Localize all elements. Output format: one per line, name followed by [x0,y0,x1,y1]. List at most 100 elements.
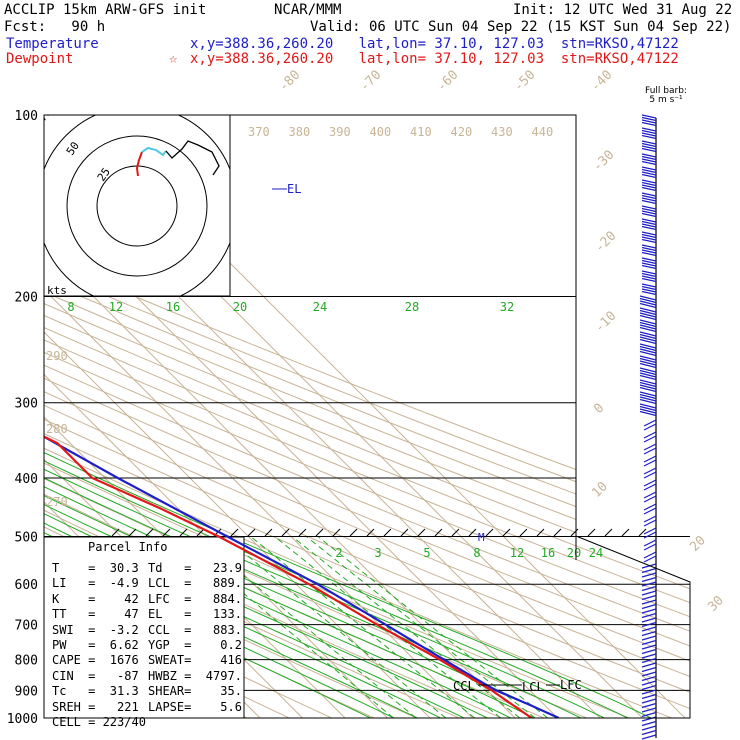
el-label: EL [287,182,301,196]
wind-barb [641,127,657,132]
parcel-info-row-right: YGP = 0.2 [148,638,242,652]
wind-barb [639,381,657,388]
hatch-mark [315,528,324,537]
mixing-ratio-label: 5 [423,546,430,560]
hatch-mark [128,528,137,537]
wind-barb [639,374,657,381]
wind-barb [641,142,657,148]
pressure-tick-label: 900 [15,684,38,699]
hatch-mark [332,528,341,537]
wind-barb [641,158,657,163]
isotherm-label: -80 [276,68,303,95]
wind-barb [641,236,657,241]
wind-barb [641,599,657,605]
parcel-info-row-right: SWEAT= 416 [148,653,242,668]
isotherm-label: 10 [589,479,611,501]
dry-adiabat [44,115,690,718]
wind-barb [641,720,657,727]
wind-barb [641,205,657,210]
wind-barb [641,272,657,278]
isotherm-label: -70 [357,68,384,95]
wind-barb [641,114,657,119]
wind-barb [641,608,657,614]
hatch-mark [196,528,205,537]
mixing-ratio-label: 12 [510,546,524,560]
dry-adiabat [44,115,690,718]
wind-barb [641,657,657,664]
wind-barb [641,231,657,236]
theta-e-label: 12 [109,300,123,314]
isotherm-line [44,115,516,718]
hodo-trace-upper [165,140,220,176]
parcel-info-row-right: LCL = 889. [148,576,242,591]
mixing-ratio-label: 3 [374,546,381,560]
wind-barb [639,297,657,304]
parcel-info-row-left: SREH = 221 [52,699,139,714]
valid-time: Valid: 06 UTC Sun 04 Sep 22 (15 KST Sun … [310,19,732,35]
wind-barb [639,321,657,328]
wind-barb [641,199,657,205]
wind-barb [641,264,657,270]
hatch-mark [451,528,460,537]
wind-barb [641,285,657,291]
parcel-info-box [43,536,245,719]
wind-barb [639,398,657,405]
hodo-ring [66,135,208,277]
hodo-ring-label: 75 [36,105,54,123]
pressure-tick-label: 500 [15,530,38,545]
wind-barb [641,680,657,686]
wind-barb [643,435,657,443]
pressure-tick-label: 400 [15,472,38,487]
wind-barb [641,262,657,267]
wind-barb [639,312,657,318]
wind-barb [641,594,657,601]
wind-barb [639,384,657,390]
wind-barb [643,419,657,427]
star-icon: ☆ [169,51,178,67]
wind-barb [643,447,657,455]
hodo-trace-mid [141,146,167,157]
m-marker: M [478,531,485,544]
wind-barb [641,207,657,213]
wind-barb [643,471,657,479]
wind-barb [639,302,657,309]
organization-label: NCAR/MMM [274,2,342,18]
pressure-tick-label: 600 [15,578,38,593]
hatch-mark [366,528,375,537]
theta-e-label: 20 [233,300,247,314]
parcel-info-row-left: T = 30.3 [52,561,139,575]
wind-barb [641,572,657,578]
wind-barb [639,307,657,313]
barb-legend-line2: 5 m s⁻¹ [649,95,683,105]
wind-barb [643,483,657,491]
hodo-units-label: kts [47,284,67,297]
wind-barb [639,333,657,340]
hatch-mark [604,528,613,537]
wind-barb [641,585,657,592]
hatch-mark [298,528,307,537]
wind-barb [641,689,657,695]
dry-adiabat [44,115,690,718]
wind-barb [641,648,657,655]
hatch-mark [468,528,477,537]
wind-barb [641,725,657,731]
wind-barb [639,314,657,321]
hatch-mark [417,528,426,537]
wind-barb [641,197,657,202]
dry-adiabat [44,115,690,718]
dry-adiabat [44,115,690,718]
hodo-ring-label: 25 [95,165,113,183]
theta-e-label: 32 [500,300,514,314]
wind-barb [641,173,657,179]
wind-barb [643,555,657,563]
mixing-ratio-label: 16 [541,546,555,560]
parcel-info-row-right: LFC = 884. [148,591,242,606]
parcel-info-row-right: EL = 133. [148,607,242,622]
wind-barb [639,336,657,342]
hatch-mark [519,528,528,537]
wind-barb [643,551,657,559]
isotherm-label: -40 [588,68,615,95]
wind-barb [641,590,657,596]
wind-barb [641,233,657,239]
hatch-mark [621,528,630,537]
